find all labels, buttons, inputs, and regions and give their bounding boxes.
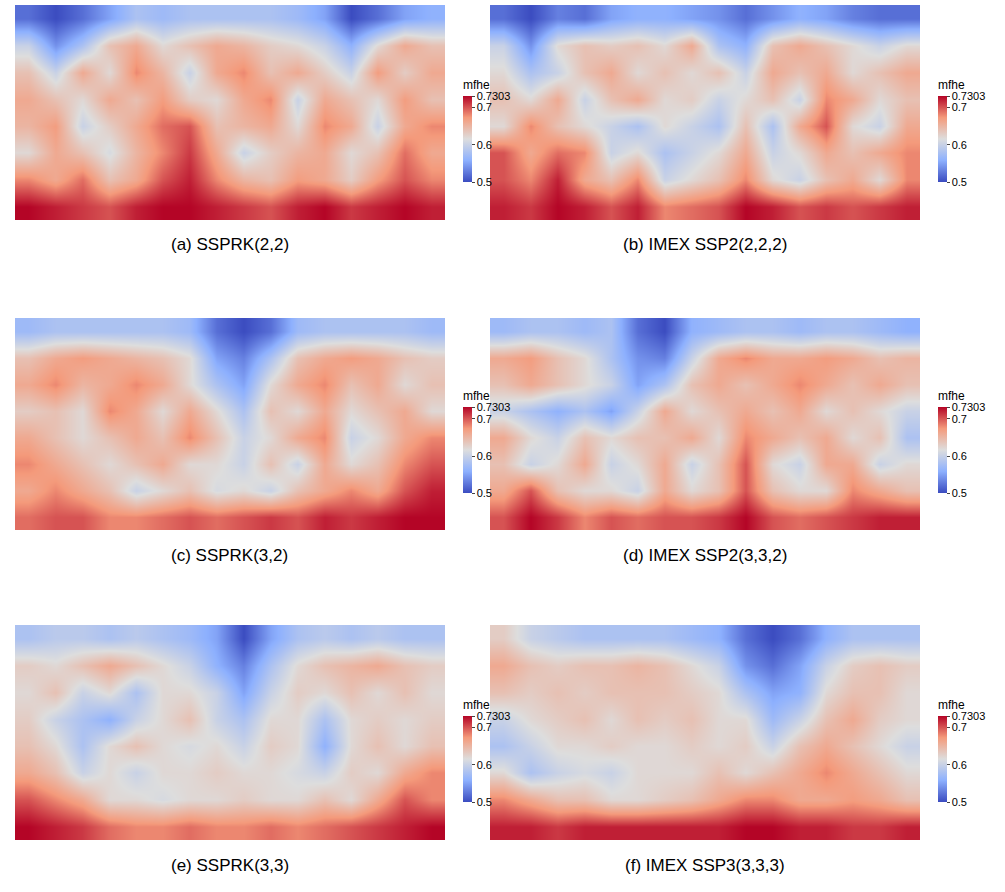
svg-text:0.6: 0.6 (952, 450, 967, 462)
svg-text:0.7303: 0.7303 (477, 710, 511, 722)
svg-text:0.7: 0.7 (952, 413, 967, 425)
svg-text:0.7303: 0.7303 (952, 401, 986, 413)
svg-text:mfhe: mfhe (938, 78, 965, 92)
svg-text:0.7: 0.7 (477, 413, 492, 425)
svg-text:mfhe: mfhe (938, 389, 965, 403)
svg-text:(c) SSPRK(3,2): (c) SSPRK(3,2) (171, 546, 288, 565)
svg-text:0.7303: 0.7303 (952, 710, 986, 722)
svg-text:0.7: 0.7 (952, 721, 967, 733)
svg-text:mfhe: mfhe (463, 389, 490, 403)
svg-text:0.5: 0.5 (477, 487, 492, 499)
svg-text:0.6: 0.6 (477, 139, 492, 151)
svg-text:0.5: 0.5 (952, 176, 967, 188)
svg-text:mfhe: mfhe (463, 78, 490, 92)
svg-text:0.7: 0.7 (477, 101, 492, 113)
svg-text:(b) IMEX SSP2(2,2,2): (b) IMEX SSP2(2,2,2) (623, 235, 787, 254)
svg-text:0.6: 0.6 (952, 759, 967, 771)
svg-text:0.7303: 0.7303 (477, 401, 511, 413)
svg-text:mfhe: mfhe (938, 698, 965, 712)
svg-text:(d) IMEX SSP2(3,3,2): (d) IMEX SSP2(3,3,2) (623, 546, 787, 565)
svg-text:0.7303: 0.7303 (477, 90, 511, 102)
svg-text:0.7: 0.7 (952, 101, 967, 113)
svg-text:0.5: 0.5 (952, 487, 967, 499)
svg-text:0.7: 0.7 (477, 721, 492, 733)
svg-text:0.6: 0.6 (952, 139, 967, 151)
svg-text:0.5: 0.5 (477, 176, 492, 188)
svg-text:(e) SSPRK(3,3): (e) SSPRK(3,3) (171, 856, 289, 875)
svg-text:0.6: 0.6 (477, 450, 492, 462)
svg-text:0.5: 0.5 (477, 796, 492, 808)
svg-text:0.6: 0.6 (477, 759, 492, 771)
svg-text:mfhe: mfhe (463, 698, 490, 712)
svg-text:(f) IMEX SSP3(3,3,3): (f) IMEX SSP3(3,3,3) (625, 856, 785, 875)
svg-text:0.5: 0.5 (952, 796, 967, 808)
svg-text:0.7303: 0.7303 (952, 90, 986, 102)
svg-text:(a) SSPRK(2,2): (a) SSPRK(2,2) (171, 235, 289, 254)
